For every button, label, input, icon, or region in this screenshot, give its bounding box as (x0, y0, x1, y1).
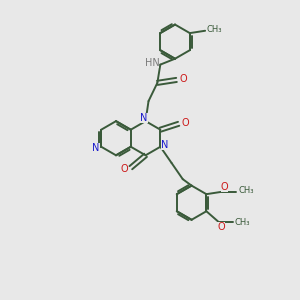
Text: O: O (181, 118, 189, 128)
Text: N: N (140, 113, 148, 123)
Text: O: O (121, 164, 128, 174)
Text: O: O (217, 222, 225, 232)
Text: HN: HN (145, 58, 159, 68)
Text: CH₃: CH₃ (235, 218, 250, 227)
Text: N: N (92, 143, 100, 153)
Text: O: O (221, 182, 228, 191)
Text: CH₃: CH₃ (238, 186, 254, 195)
Text: CH₃: CH₃ (206, 25, 222, 34)
Text: O: O (179, 74, 187, 84)
Text: N: N (160, 140, 168, 150)
